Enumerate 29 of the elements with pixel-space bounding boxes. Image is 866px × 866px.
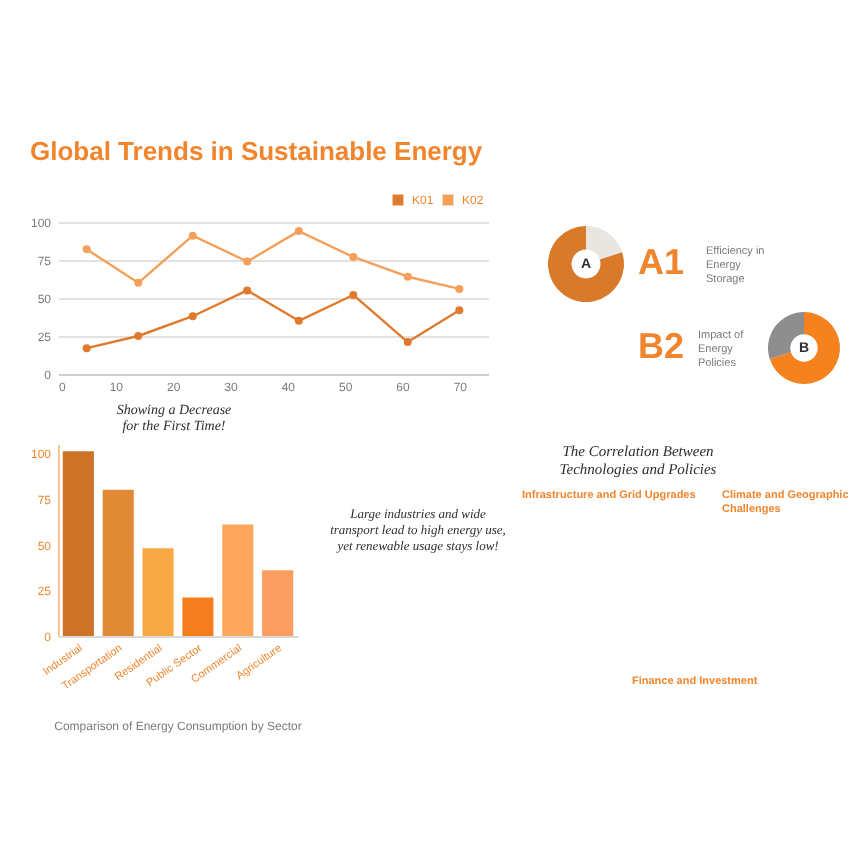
bar: [182, 597, 214, 636]
point: [134, 278, 143, 287]
point: [134, 332, 143, 340]
bar: [142, 548, 174, 636]
point: [243, 257, 252, 266]
donut-slice: [769, 312, 840, 384]
chart-title: A1: [638, 242, 685, 282]
point: [82, 344, 91, 353]
bar: [262, 570, 294, 636]
point: [455, 306, 464, 315]
chart-title: Global Trends in Sustainable Energy: [29, 136, 484, 166]
point: [188, 231, 197, 240]
point: [82, 245, 91, 254]
point: [403, 272, 412, 281]
bar: [222, 524, 254, 636]
bar: [102, 489, 134, 636]
point: [403, 338, 412, 347]
donut-slice: [586, 226, 623, 260]
chart-title: B2: [638, 326, 685, 366]
point: [349, 252, 358, 261]
point: [188, 312, 197, 321]
point: [294, 316, 303, 325]
point: [455, 284, 464, 293]
point: [294, 227, 303, 236]
donut-slice: [768, 312, 804, 360]
point: [243, 286, 252, 295]
bar: [62, 451, 94, 636]
point: [349, 290, 358, 299]
donut-slice: [548, 226, 624, 302]
